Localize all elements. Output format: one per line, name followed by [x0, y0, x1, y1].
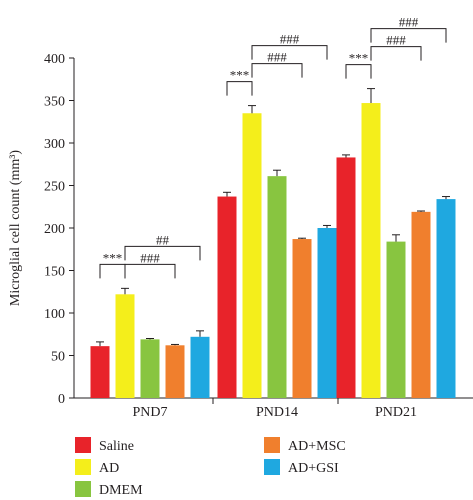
x-tick-label: PND21 [375, 405, 417, 420]
significance-label: *** [349, 51, 369, 66]
legend-label: DMEM [99, 483, 143, 498]
y-tick-label: 200 [44, 222, 65, 237]
y-tick-label: 250 [44, 180, 65, 195]
significance-bracket [251, 63, 303, 78]
significance-bracket [370, 46, 422, 61]
bar [336, 157, 356, 398]
significance-bracket [124, 263, 176, 279]
bar [190, 336, 210, 398]
significance-label: ### [386, 33, 406, 48]
bar [386, 241, 406, 398]
y-tick-label: 350 [44, 95, 65, 110]
legend-swatch [264, 437, 280, 453]
significance-bracket [370, 28, 447, 43]
bar [90, 346, 110, 398]
x-tick-label: PND7 [132, 405, 167, 420]
legend-label: AD [99, 461, 119, 476]
significance-bracket [345, 64, 372, 79]
significance-label: ### [280, 32, 300, 47]
bar [267, 176, 287, 398]
bar [292, 239, 312, 398]
legend-swatch [264, 459, 280, 475]
plot-area: 0 50 100 150 200 250 300 350 400 Microglial cell … [8, 15, 473, 420]
significance-label: ### [399, 15, 419, 30]
legend-swatch [75, 437, 91, 453]
y-tick-label: 0 [58, 392, 65, 407]
bar [140, 339, 160, 398]
significance-label: *** [230, 68, 250, 83]
y-tick-label: 400 [44, 52, 65, 67]
significance-label: ## [156, 232, 170, 247]
y-tick-label: 50 [51, 350, 65, 365]
bar [411, 211, 431, 398]
bar [217, 196, 237, 398]
bar [361, 103, 381, 399]
bar [317, 228, 337, 398]
y-axis-title: Microglial cell count (mm³) [8, 150, 23, 307]
bar [165, 345, 185, 398]
legend-label: AD+GSI [288, 461, 339, 476]
legend-swatch [75, 459, 91, 475]
bar [115, 294, 135, 398]
legend-label: AD+MSC [288, 439, 346, 454]
bar [436, 199, 456, 398]
y-tick-label: 300 [44, 137, 65, 152]
significance-label: *** [103, 250, 123, 265]
legend: Saline AD DMEM AD+MSC AD+GSI [75, 437, 346, 498]
significance-bracket [124, 245, 201, 261]
significance-label: ### [267, 50, 287, 65]
bar [242, 113, 262, 398]
significance-bracket [226, 81, 253, 96]
significance-bracket [99, 263, 126, 279]
x-tick-label: PND14 [256, 405, 298, 420]
y-tick-label: 100 [44, 307, 65, 322]
y-tick-label: 150 [44, 265, 65, 280]
significance-label: ### [140, 250, 160, 265]
legend-label: Saline [99, 439, 134, 454]
legend-swatch [75, 481, 91, 497]
significance-bracket [251, 45, 328, 60]
